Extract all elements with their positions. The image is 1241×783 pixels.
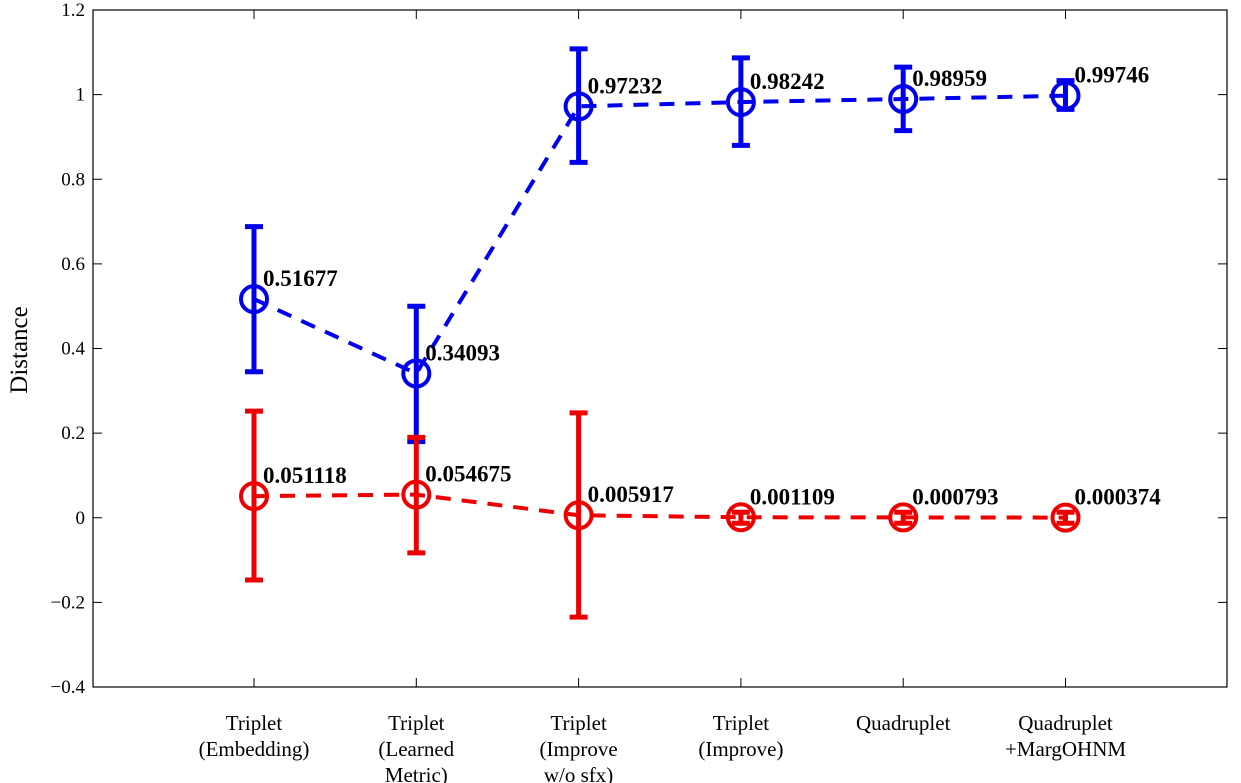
data-label-red: 0.001109 xyxy=(750,484,835,509)
series-layer: 0.51677 0.34093 0.97232 0.98242 0.98959 0.997… xyxy=(239,46,1162,620)
x-category-label: Triplet xyxy=(713,711,770,735)
x-category-label: Quadruplet xyxy=(856,711,951,735)
y-tick-label: −0.4 xyxy=(51,677,86,698)
data-point-blue xyxy=(725,87,756,118)
x-category-label: +MargOHNM xyxy=(1005,737,1126,761)
y-tick-label: 1 xyxy=(76,85,86,106)
x-category-label: w/o sfx) xyxy=(544,763,613,783)
data-point-red xyxy=(239,481,269,512)
x-category-label: Triplet xyxy=(388,711,445,735)
y-tick-label: 0.6 xyxy=(61,254,85,275)
data-point-red xyxy=(401,479,432,510)
y-tick-label: 1.2 xyxy=(61,0,85,21)
series-red: 0.051118 0.054675 0.005917 0.001109 0.000793… xyxy=(239,408,1162,620)
data-point-red xyxy=(1050,502,1081,533)
y-axis-label: Distance xyxy=(6,306,33,393)
data-label-red: 0.000793 xyxy=(912,484,998,509)
y-tick-label: 0.4 xyxy=(61,339,85,360)
data-label-red: 0.054675 xyxy=(425,462,511,487)
data-point-red xyxy=(725,502,756,533)
y-tick-label: 0 xyxy=(76,508,86,529)
data-label-blue: 0.98242 xyxy=(750,69,825,94)
x-axis: Triplet(Embedding)Triplet(LearnedMetric)… xyxy=(199,10,1126,783)
y-axis: 1.2 1 0.8 0.6 0.4 0.2 0 −0.2 −0.4 xyxy=(51,0,1227,698)
y-tick-label: 0.8 xyxy=(61,169,85,190)
series-line-red xyxy=(253,492,1066,520)
data-label-blue: 0.97232 xyxy=(588,73,663,98)
data-label-blue: 0.99746 xyxy=(1075,63,1150,88)
data-label-blue: 0.51677 xyxy=(263,266,338,291)
y-tick-label: −0.2 xyxy=(51,592,85,613)
data-label-blue: 0.98959 xyxy=(912,66,987,91)
data-label-red: 0.005917 xyxy=(588,482,674,507)
data-point-blue xyxy=(888,84,919,115)
x-category-label: Triplet xyxy=(550,711,607,735)
data-label-red: 0.000374 xyxy=(1075,485,1162,510)
data-label-blue: 0.34093 xyxy=(425,340,500,365)
x-category-label: (Improve) xyxy=(698,737,783,761)
data-point-blue xyxy=(563,91,594,122)
data-point-blue xyxy=(239,284,269,315)
x-category-label: Metric) xyxy=(385,763,448,783)
data-point-red xyxy=(888,502,919,533)
x-category-label: (Learned xyxy=(378,737,454,761)
data-point-blue xyxy=(1050,80,1081,111)
data-label-red: 0.051118 xyxy=(263,463,347,488)
x-category-label: Triplet xyxy=(226,711,283,735)
data-point-red xyxy=(563,500,594,531)
x-category-label: Quadruplet xyxy=(1018,711,1113,735)
series-line-blue xyxy=(253,93,1066,377)
series-blue: 0.51677 0.34093 0.97232 0.98242 0.98959 0.997… xyxy=(239,46,1150,445)
x-category-label: (Improve xyxy=(540,737,618,761)
x-category-label: (Embedding) xyxy=(199,737,310,761)
y-tick-label: 0.2 xyxy=(61,423,85,444)
data-point-blue xyxy=(401,358,432,389)
